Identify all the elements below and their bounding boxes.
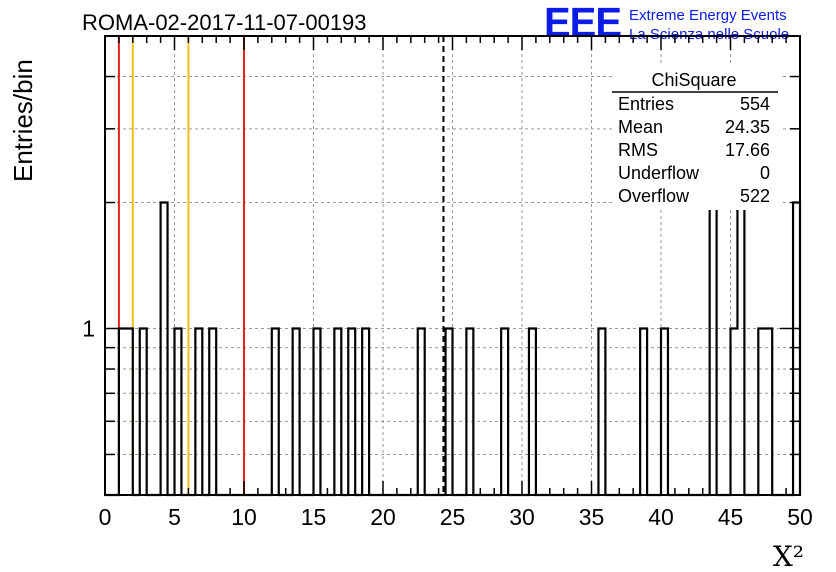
x-tick-label: 50 [787, 504, 813, 530]
x-tick-label: 30 [509, 504, 535, 530]
chart-title: ROMA-02-2017-11-07-00193 [82, 10, 367, 35]
x-tick-label: 5 [168, 504, 181, 530]
stats-name: ChiSquare [651, 70, 736, 90]
stats-value: 0 [760, 163, 770, 183]
stats-label: Overflow [618, 186, 690, 206]
x-tick-label: 35 [579, 504, 605, 530]
stats-label: Entries [618, 94, 674, 114]
eee-logo: EEE [544, 0, 622, 47]
stats-label: RMS [618, 140, 658, 160]
brand-line-1: Extreme Energy Events [629, 7, 787, 24]
x-tick-labels: 0 5 10 15 20 25 30 35 40 45 50 [99, 504, 813, 530]
x-tick-label: 40 [648, 504, 674, 530]
x-tick-label: 0 [99, 504, 112, 530]
axis-ticks [104, 36, 801, 495]
stats-box-bg [612, 64, 780, 210]
stats-value: 522 [740, 186, 770, 206]
x-tick-label: 15 [301, 504, 327, 530]
y-tick-labels: 1 [82, 315, 95, 341]
stats-value: 24.35 [725, 117, 770, 137]
stats-value: 17.66 [725, 140, 770, 160]
brand-text: Extreme Energy Events La Scienza nelle S… [629, 6, 789, 44]
stats-value: 554 [740, 94, 770, 114]
stats-box: ChiSquare Entries 554 Mean 24.35 RMS 17.66 Unde… [612, 64, 780, 210]
brand-line-2: La Scienza nelle Scuole [629, 26, 790, 43]
stats-label: Mean [618, 117, 663, 137]
x-tick-label: 25 [440, 504, 466, 530]
x-axis-label: X² [773, 540, 804, 572]
x-tick-label: 20 [370, 504, 396, 530]
x-tick-label: 10 [231, 504, 257, 530]
x-tick-label: 45 [718, 504, 744, 530]
y-tick-label: 1 [82, 315, 95, 341]
stats-label: Underflow [618, 163, 700, 183]
eee-brand: EEE Extreme Energy Events La Scienza nel… [544, 0, 789, 47]
